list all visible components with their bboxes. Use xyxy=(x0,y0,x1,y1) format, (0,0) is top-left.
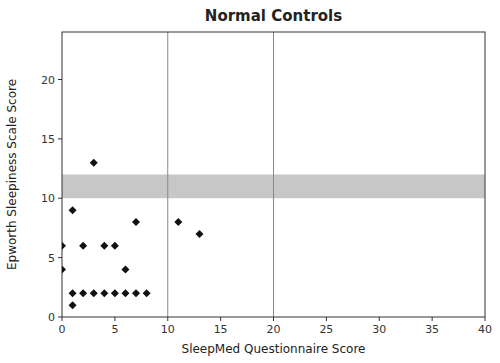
y-tick-label: 10 xyxy=(41,192,55,205)
x-tick xyxy=(379,317,380,321)
y-tick xyxy=(58,198,62,199)
x-tick-label: 20 xyxy=(267,323,281,336)
point xyxy=(195,230,203,238)
point xyxy=(69,301,77,309)
x-tick xyxy=(432,317,433,321)
point xyxy=(132,289,140,297)
point xyxy=(69,206,77,214)
point xyxy=(79,242,87,250)
point xyxy=(121,266,129,274)
x-tick xyxy=(326,317,327,321)
vertical-line xyxy=(273,32,274,317)
y-tick xyxy=(58,79,62,80)
point xyxy=(132,218,140,226)
x-tick-label: 40 xyxy=(478,323,492,336)
point xyxy=(111,289,119,297)
x-axis-label: SleepMed Questionnaire Score xyxy=(182,342,366,356)
title: Normal Controls xyxy=(205,7,342,25)
point xyxy=(111,242,119,250)
x-tick xyxy=(485,317,486,321)
y-tick xyxy=(58,317,62,318)
axes: 0 5 10 15 20 25 30 35 40 0 5 10 15 20 xyxy=(41,74,492,337)
y-tick-label: 0 xyxy=(48,311,55,324)
y-tick xyxy=(58,257,62,258)
points xyxy=(62,159,203,310)
x-tick-label: 5 xyxy=(111,323,118,336)
chart: 0 5 10 15 20 25 30 35 40 0 5 10 15 20 Normal Controls S… xyxy=(0,0,500,363)
point xyxy=(79,289,87,297)
x-tick-label: 15 xyxy=(214,323,228,336)
point xyxy=(62,266,66,274)
point xyxy=(100,242,108,250)
point xyxy=(143,289,151,297)
vertical-line xyxy=(167,32,168,317)
y-tick-label: 15 xyxy=(41,133,55,146)
y-tick-label: 5 xyxy=(48,252,55,265)
point xyxy=(90,289,98,297)
point xyxy=(100,289,108,297)
point xyxy=(62,242,66,250)
x-tick-label: 0 xyxy=(59,323,66,336)
x-tick xyxy=(114,317,115,321)
x-tick xyxy=(220,317,221,321)
point xyxy=(90,159,98,167)
page: {"chart_data": {"type": "scatter", "titl… xyxy=(0,0,500,363)
reference-layer xyxy=(62,32,485,317)
x-tick-label: 25 xyxy=(319,323,333,336)
x-tick xyxy=(273,317,274,321)
y-tick xyxy=(58,138,62,139)
x-tick xyxy=(62,317,63,321)
chart-container: 0 5 10 15 20 25 30 35 40 0 5 10 15 20 Normal Controls S… xyxy=(0,0,500,363)
x-tick xyxy=(167,317,168,321)
x-tick-label: 35 xyxy=(425,323,439,336)
x-tick-label: 30 xyxy=(372,323,386,336)
y-tick-label: 20 xyxy=(41,74,55,87)
point xyxy=(174,218,182,226)
plot-frame xyxy=(62,32,485,317)
x-tick-label: 10 xyxy=(161,323,175,336)
point xyxy=(69,289,77,297)
point xyxy=(121,289,129,297)
y-axis-label: Epworth Sleepiness Scale Score xyxy=(5,79,19,270)
